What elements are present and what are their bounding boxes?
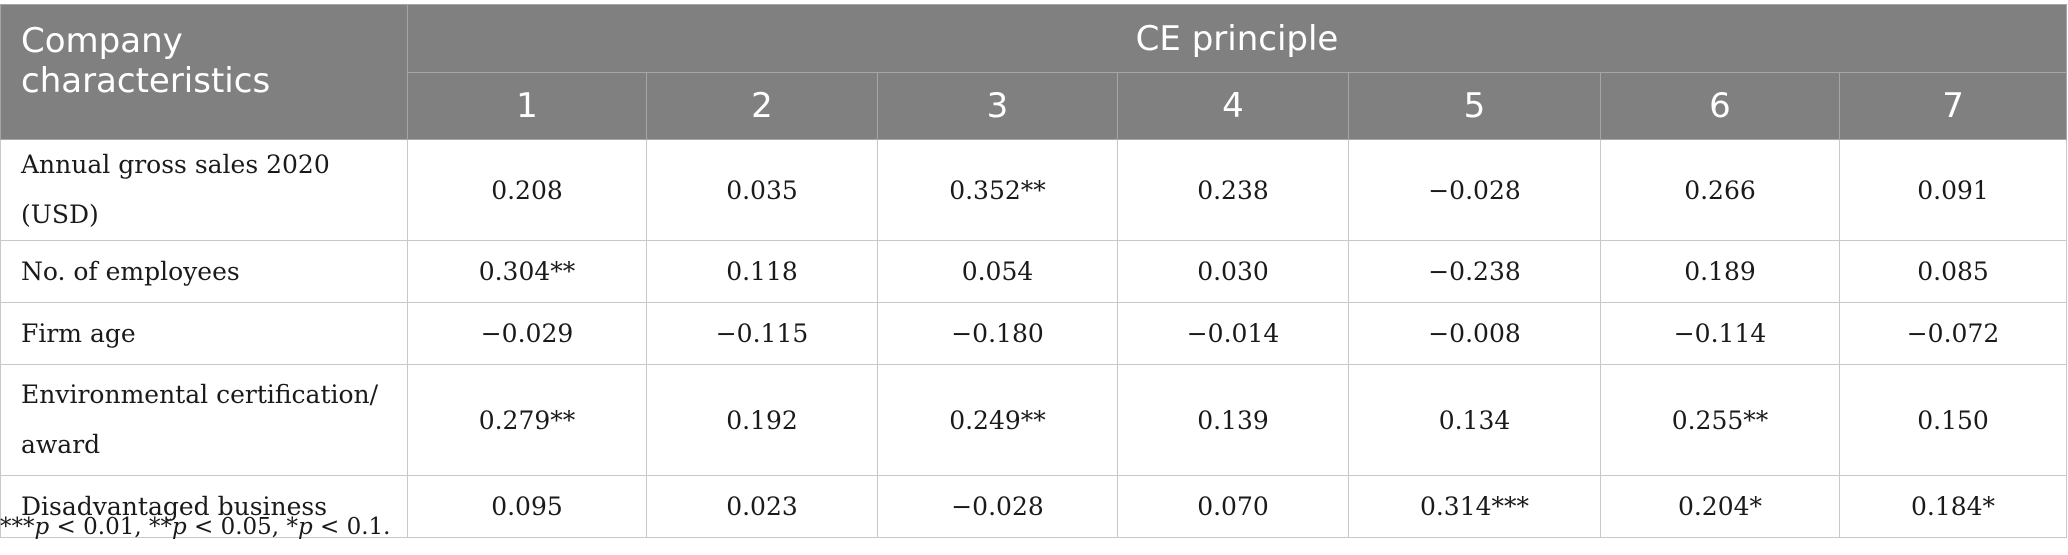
column-header: 5 <box>1348 72 1601 140</box>
table-header: Company characteristics CE principle 1 2… <box>0 4 2068 140</box>
table-row: Disadvantaged business 0.095 0.023 −0.02… <box>0 475 2068 538</box>
table-row: Environmental certification/ award 0.279… <box>0 364 2068 476</box>
p-symbol: p <box>297 514 313 540</box>
table-cell: −0.115 <box>646 302 878 365</box>
header-row-group: Company characteristics CE principle <box>0 4 2068 140</box>
significance-marker: ** <box>148 514 172 540</box>
header-row-columns: 1 2 3 4 5 6 7 <box>1 72 2068 140</box>
table-cell: 0.030 <box>1117 240 1349 303</box>
table-cell: 0.266 <box>1600 139 1840 241</box>
row-label: No. of employees <box>0 240 408 303</box>
table-cell: 0.150 <box>1838 364 2068 476</box>
column-header: 3 <box>877 72 1118 140</box>
footnote-text: < 0.01, <box>49 514 149 540</box>
table-cell: 0.035 <box>646 139 878 241</box>
table-cell: 0.208 <box>407 139 647 241</box>
table-cell: 0.134 <box>1348 364 1601 476</box>
column-header: 4 <box>1117 72 1349 140</box>
table-row: No. of employees 0.304** 0.118 0.054 0.0… <box>0 240 2068 303</box>
p-symbol: p <box>34 514 50 540</box>
table-cell: −0.029 <box>407 302 647 365</box>
table-cell: −0.028 <box>877 475 1118 538</box>
significance-marker: *** <box>0 514 35 540</box>
table-cell: 0.204* <box>1600 475 1840 538</box>
corner-header: Company characteristics <box>0 4 408 140</box>
column-header: 2 <box>646 72 878 140</box>
table-cell: −0.008 <box>1348 302 1601 365</box>
table-cell: 0.085 <box>1838 240 2068 303</box>
table-cell: 0.184* <box>1838 475 2068 538</box>
table-cell: −0.072 <box>1838 302 2068 365</box>
table-cell: 0.070 <box>1117 475 1349 538</box>
table-body: Annual gross sales 2020 (USD) 0.208 0.03… <box>0 139 2068 538</box>
table-cell: 0.095 <box>407 475 647 538</box>
row-label: Annual gross sales 2020 (USD) <box>0 139 408 241</box>
table-cell: 0.314*** <box>1348 475 1601 538</box>
p-symbol: p <box>171 514 187 540</box>
table-cell: 0.118 <box>646 240 878 303</box>
table-cell: 0.192 <box>646 364 878 476</box>
table-cell: 0.279** <box>407 364 647 476</box>
table-footnote: ***p < 0.01, **p < 0.05, *p < 0.1. <box>0 514 390 540</box>
footnote-text: < 0.05, <box>186 514 287 540</box>
table-row: Annual gross sales 2020 (USD) 0.208 0.03… <box>0 139 2068 241</box>
row-label: Firm age <box>0 302 408 365</box>
column-header: 1 <box>407 72 647 140</box>
column-header: 6 <box>1600 72 1840 140</box>
table-cell: −0.238 <box>1348 240 1601 303</box>
table-cell: 0.189 <box>1600 240 1840 303</box>
table-container: Company characteristics CE principle 1 2… <box>0 4 2068 538</box>
table-cell: 0.255** <box>1600 364 1840 476</box>
table-cell: 0.054 <box>877 240 1118 303</box>
table-cell: 0.304** <box>407 240 647 303</box>
table-cell: −0.014 <box>1117 302 1349 365</box>
group-header: CE principle <box>406 4 2068 73</box>
table-row: Firm age −0.029 −0.115 −0.180 −0.014 −0.… <box>0 302 2068 365</box>
column-header: 7 <box>1838 72 2068 140</box>
table-cell: −0.028 <box>1348 139 1601 241</box>
correlation-table: Company characteristics CE principle 1 2… <box>0 4 2068 538</box>
table-cell: 0.352** <box>877 139 1118 241</box>
row-label: Disadvantaged business <box>0 475 408 538</box>
significance-marker: * <box>286 514 298 540</box>
footnote-text: < 0.1. <box>312 514 391 540</box>
table-cell: −0.180 <box>877 302 1118 365</box>
table-cell: 0.238 <box>1117 139 1349 241</box>
table-cell: 0.091 <box>1838 139 2068 241</box>
table-cell: 0.139 <box>1117 364 1349 476</box>
table-cell: 0.249** <box>877 364 1118 476</box>
table-cell: −0.114 <box>1600 302 1840 365</box>
table-cell: 0.023 <box>646 475 878 538</box>
row-label: Environmental certification/ award <box>0 364 408 476</box>
